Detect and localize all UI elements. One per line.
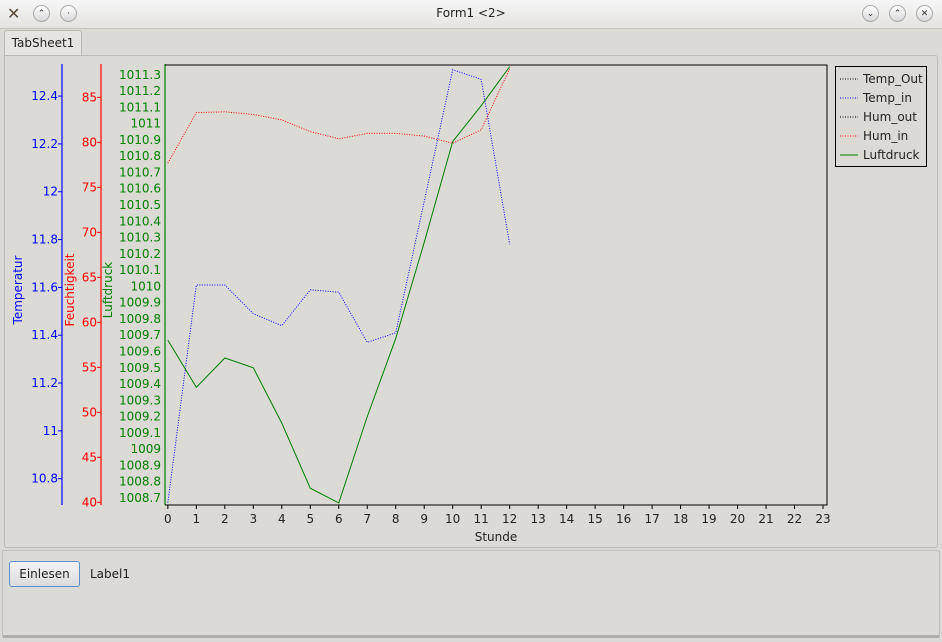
maximize-button[interactable]: ⌃ (889, 5, 906, 22)
y-axis-title-press: Luftdruck (101, 262, 115, 319)
shade-button[interactable]: ⌃ (33, 5, 50, 22)
y-tick-label-press: 1008.9 (119, 458, 161, 472)
x-tick-label: 0 (164, 512, 172, 526)
plot-frame (165, 64, 828, 506)
x-tick-label: 11 (474, 512, 489, 526)
legend-label: Luftdruck (863, 148, 920, 162)
y-tick-label-press: 1011.2 (119, 84, 161, 98)
y-tick-label-press: 1011 (130, 117, 161, 131)
y-tick-label-temp: 11.8 (31, 233, 58, 247)
y-tick-label-hum: 55 (82, 360, 97, 374)
y-tick-label-temp: 12 (43, 185, 58, 199)
y-tick-label-press: 1010.4 (119, 214, 161, 228)
x-tick-label: 17 (644, 512, 659, 526)
tab-panel (4, 55, 938, 548)
x-tick-label: 5 (306, 512, 314, 526)
close-button[interactable]: ✕ (916, 5, 933, 22)
y-tick-label-press: 1011.3 (119, 68, 161, 82)
chart: 10.81111.211.411.611.81212.212.4Temperat… (11, 64, 927, 544)
x-tick-label: 1 (193, 512, 201, 526)
x-tick-label: 22 (787, 512, 802, 526)
einlesen-button[interactable]: Einlesen (9, 561, 80, 587)
y-tick-label-press: 1010.8 (119, 149, 161, 163)
x-tick-label: 18 (673, 512, 688, 526)
x-tick-label: 7 (363, 512, 371, 526)
x-tick-label: 12 (502, 512, 517, 526)
y-tick-label-press: 1008.7 (119, 491, 161, 505)
y-tick-label-press: 1009.4 (119, 377, 161, 391)
x-tick-label: 21 (758, 512, 773, 526)
y-tick-label-hum: 40 (82, 495, 97, 509)
series-line-luftdruck (167, 66, 511, 504)
y-tick-label-hum: 60 (82, 315, 97, 329)
y-tick-label-press: 1009.3 (119, 393, 161, 407)
x-tick-label: 23 (815, 512, 830, 526)
x-tick-label: 8 (392, 512, 400, 526)
x-axis-title: Stunde (475, 530, 518, 544)
y-tick-label-temp: 11.2 (31, 376, 58, 390)
y-tick-label-press: 1010.5 (119, 198, 161, 212)
y-tick-label-press: 1009 (130, 442, 161, 456)
y-tick-label-press: 1010.2 (119, 247, 161, 261)
sticky-button[interactable]: · (60, 5, 77, 22)
y-tick-label-temp: 11.4 (31, 328, 58, 342)
legend-label: Hum_out (863, 110, 917, 124)
y-tick-label-press: 1009.1 (119, 426, 161, 440)
series-line-hum-in (167, 68, 511, 164)
x-tick-label: 10 (445, 512, 460, 526)
y-tick-label-temp: 12.2 (31, 137, 58, 151)
minimize-button[interactable]: ⌄ (862, 5, 879, 22)
y-tick-label-hum: 50 (82, 405, 97, 419)
y-tick-label-press: 1010.1 (119, 263, 161, 277)
y-tick-label-press: 1009.9 (119, 296, 161, 310)
x-tick-label: 20 (730, 512, 745, 526)
y-axis-title-hum: Feuchtigkeit (63, 253, 77, 326)
y-tick-label-press: 1010.6 (119, 182, 161, 196)
x-tick-label: 2 (221, 512, 229, 526)
y-tick-label-press: 1011.1 (119, 100, 161, 114)
y-tick-label-hum: 85 (82, 90, 97, 104)
legend-label: Temp_in (862, 91, 912, 105)
y-tick-label-temp: 11 (43, 424, 58, 438)
x-tick-label: 16 (616, 512, 631, 526)
x-tick-label: 14 (559, 512, 574, 526)
y-tick-label-press: 1010.3 (119, 231, 161, 245)
bottom-panel (2, 550, 940, 638)
x-tick-label: 13 (531, 512, 546, 526)
series-line-temp-in (167, 69, 511, 503)
window-title: Form1 <2> (436, 6, 506, 20)
legend-label: Hum_in (863, 129, 908, 143)
y-tick-label-temp: 11.6 (31, 280, 58, 294)
tab-tabsheet1[interactable]: TabSheet1 (4, 30, 82, 55)
y-tick-label-press: 1010.9 (119, 133, 161, 147)
y-tick-label-press: 1010 (130, 279, 161, 293)
y-tick-label-press: 1009.6 (119, 344, 161, 358)
status-label: Label1 (90, 567, 131, 581)
x-tick-label: 9 (420, 512, 428, 526)
x-tick-label: 4 (278, 512, 286, 526)
y-axis-title-temp: Temperatur (11, 255, 25, 325)
x-tick-label: 19 (701, 512, 716, 526)
x-tick-label: 6 (335, 512, 343, 526)
y-tick-label-temp: 12.4 (31, 89, 58, 103)
y-tick-label-hum: 75 (82, 180, 97, 194)
y-tick-label-press: 1010.7 (119, 165, 161, 179)
y-tick-label-temp: 10.8 (31, 472, 58, 486)
y-tick-label-press: 1009.8 (119, 312, 161, 326)
app-icon: ✕ (7, 4, 21, 23)
title-bar: ✕ ⌃ · Form1 <2> ⌄ ⌃ ✕ (0, 0, 942, 29)
legend-label: Temp_Out (862, 72, 923, 86)
y-tick-label-press: 1009.2 (119, 410, 161, 424)
y-tick-label-press: 1009.5 (119, 361, 161, 375)
y-tick-label-hum: 65 (82, 270, 97, 284)
x-tick-label: 15 (587, 512, 602, 526)
y-tick-label-hum: 70 (82, 225, 97, 239)
y-tick-label-press: 1009.7 (119, 328, 161, 342)
y-tick-label-hum: 45 (82, 450, 97, 464)
y-tick-label-hum: 80 (82, 135, 97, 149)
y-tick-label-press: 1008.8 (119, 475, 161, 489)
x-tick-label: 3 (249, 512, 257, 526)
